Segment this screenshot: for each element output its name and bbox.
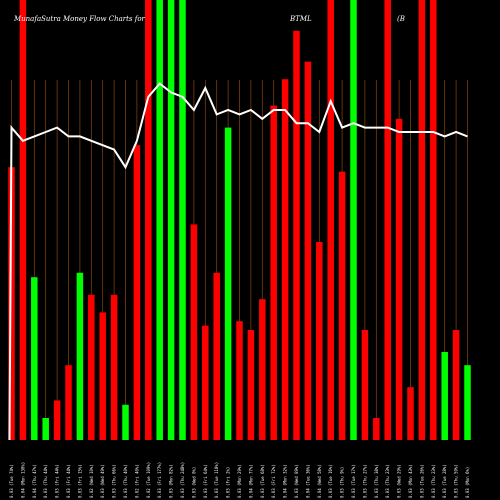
x-tick-label: 0.03 (Fri 72%) bbox=[271, 464, 276, 498]
bar bbox=[430, 0, 437, 440]
bar bbox=[293, 30, 300, 441]
bar bbox=[133, 145, 141, 440]
x-tick-label: 0.03 (Fri 15%) bbox=[77, 464, 82, 498]
x-tick-label: 0.04 (Thu 47%) bbox=[32, 464, 37, 498]
bar bbox=[42, 418, 49, 440]
x-tick-label: 0.03 (Tue 26%) bbox=[419, 464, 424, 498]
x-tick-labels: 0.03 (Tue 74%) 0.04 (Mon 130%) 0.04 (Thu 4… bbox=[9, 462, 470, 498]
x-tick-label: 0.03 (Thu 40%) bbox=[123, 464, 128, 498]
bar bbox=[338, 171, 346, 440]
x-tick-label: 0.03 (Wed 89%) bbox=[294, 464, 299, 498]
x-tick-label: 0.03 (Thu 23%) bbox=[385, 464, 390, 498]
bar-series bbox=[8, 0, 471, 441]
x-tick-label: 0.03 (Fri 2%) bbox=[226, 467, 231, 498]
bar bbox=[145, 0, 152, 440]
bar bbox=[441, 352, 448, 440]
x-tick-label: 0.03 (Tue 118%) bbox=[214, 462, 219, 498]
bar bbox=[464, 365, 471, 440]
bar bbox=[122, 404, 129, 440]
bar bbox=[224, 127, 232, 440]
bar bbox=[31, 277, 38, 440]
bar bbox=[8, 167, 15, 440]
bar bbox=[99, 312, 106, 440]
bar bbox=[88, 294, 95, 440]
x-tick-label: 0.03 (Tue 17%) bbox=[351, 464, 356, 498]
bar bbox=[179, 0, 186, 440]
bar bbox=[384, 0, 391, 440]
x-tick-label: 0.03 (Fri 64%) bbox=[203, 464, 208, 498]
bar bbox=[65, 365, 72, 440]
x-tick-label: 0.03 (Thu 27%) bbox=[362, 464, 367, 498]
x-tick-label: 0.03 (Thu 44%) bbox=[43, 464, 48, 498]
x-tick-label: 0.04 (Mon 130%) bbox=[20, 462, 25, 498]
bar bbox=[395, 118, 403, 441]
x-tick-label: 0.03 (Thu 9%) bbox=[340, 467, 345, 498]
x-tick-label: 0.03 (Thu 59%) bbox=[454, 464, 459, 498]
x-tick-label: 0.02 (Wed 10%) bbox=[89, 464, 94, 498]
x-tick-label: 0.03 (Mon 82%) bbox=[169, 464, 174, 498]
bar bbox=[407, 387, 414, 440]
bar bbox=[350, 0, 357, 440]
bar bbox=[76, 272, 84, 440]
bar bbox=[418, 0, 426, 440]
x-tick-label: 0.03 (Mon 43%) bbox=[408, 464, 413, 498]
x-tick-label: 0.04 (Mon 32%) bbox=[283, 464, 288, 498]
bar bbox=[247, 330, 255, 440]
bar bbox=[19, 0, 27, 440]
x-tick-label: 0.03 (Fri 44%) bbox=[55, 464, 60, 498]
x-tick-label: 0.04 (Mon 77%) bbox=[248, 464, 253, 498]
x-tick-label: 0.03 (Wed 29%) bbox=[397, 464, 402, 498]
chart-symbol: BTML bbox=[289, 15, 312, 23]
bar bbox=[304, 61, 312, 440]
x-tick-label: 0.03 (Tue 16%) bbox=[328, 464, 333, 498]
bar bbox=[259, 299, 266, 440]
chart-title-tail: (B bbox=[397, 15, 405, 23]
bar bbox=[452, 330, 460, 440]
x-tick-label: 0.03 (Thu 38%) bbox=[374, 464, 379, 498]
x-tick-label: 0.02 (Tue 109%) bbox=[146, 462, 151, 498]
x-tick-label: 0.03 (Fri 44%) bbox=[66, 464, 71, 498]
x-tick-label: 0.04 (Wed 58%) bbox=[317, 464, 322, 498]
x-tick-label: 0.03 (Tue 68%) bbox=[260, 464, 265, 498]
bar bbox=[236, 321, 243, 440]
money-flow-line bbox=[8, 82, 468, 441]
bar bbox=[316, 242, 323, 440]
bar bbox=[281, 79, 289, 440]
chart-title: MunafaSutra Money Flow Charts for bbox=[13, 15, 146, 23]
x-tick-label: 0.03 (Tue 74%) bbox=[9, 464, 14, 498]
bar bbox=[110, 294, 118, 440]
x-tick-label: 0.03 (Thu 248%) bbox=[180, 462, 185, 498]
bar bbox=[213, 272, 220, 440]
bar bbox=[327, 0, 334, 440]
x-tick-label: 0.03 (Thu 23%) bbox=[431, 464, 436, 498]
x-tick-label: 0.04 (Tue 36%) bbox=[305, 464, 310, 498]
x-tick-label: 0.03 (Fri 177%) bbox=[157, 462, 162, 498]
bar bbox=[361, 330, 369, 440]
x-tick-label: 0.03 (Tue 28%) bbox=[442, 464, 447, 498]
x-tick-label: 0.03 (Wed 0%) bbox=[191, 467, 196, 498]
x-tick-label: 0.03 (Mon 6%) bbox=[465, 467, 470, 498]
x-tick-label: 0.03 (Mon 29%) bbox=[237, 464, 242, 498]
bar bbox=[167, 0, 175, 440]
bar bbox=[270, 105, 277, 440]
bar bbox=[202, 325, 209, 440]
bar bbox=[373, 418, 380, 440]
bar bbox=[53, 400, 61, 440]
x-tick-label: 0.03 (Thu 66%) bbox=[112, 464, 117, 498]
x-tick-label: 0.03 (Wed 49%) bbox=[100, 464, 105, 498]
x-tick-label: 0.02 (Fri 40%) bbox=[134, 464, 139, 498]
bar bbox=[190, 224, 198, 440]
bar bbox=[156, 0, 163, 440]
